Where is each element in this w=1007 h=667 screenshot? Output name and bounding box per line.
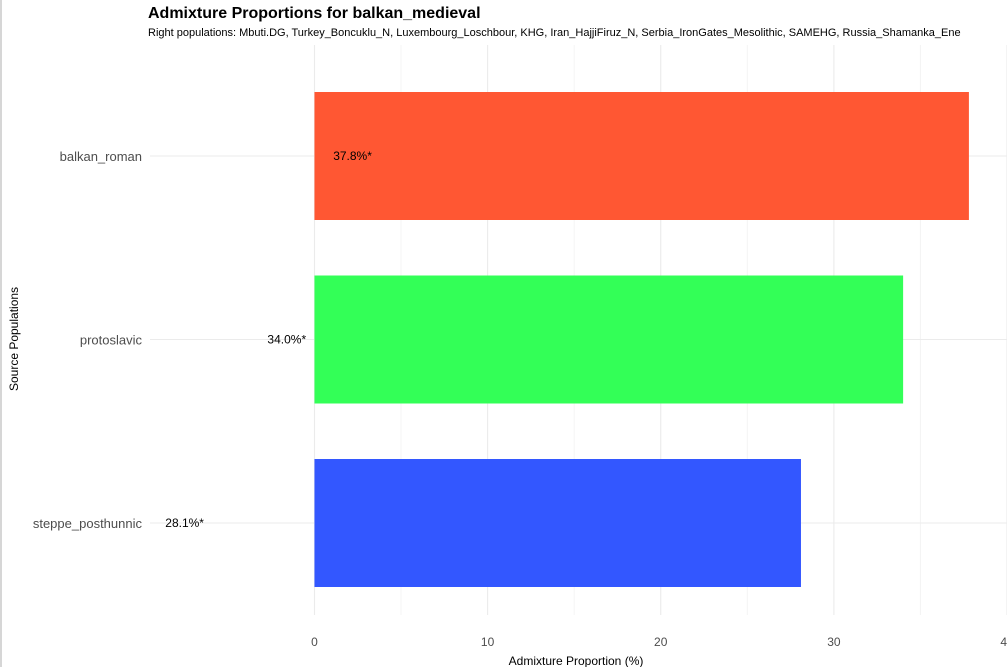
x-tick-label: 30 bbox=[827, 635, 841, 649]
y-tick-label: protoslavic bbox=[80, 333, 143, 348]
bar-balkan_roman bbox=[314, 92, 969, 220]
data-label: 28.1%* bbox=[165, 516, 204, 530]
y-tick-label: balkan_roman bbox=[60, 149, 142, 164]
x-tick-label: 0 bbox=[311, 635, 318, 649]
window-left-border bbox=[0, 0, 2, 667]
data-label: 34.0%* bbox=[267, 333, 306, 347]
y-tick-labels: balkan_roman protoslavic steppe_posthunnic bbox=[33, 149, 143, 531]
chart-subtitle: Right populations: Mbuti.DG, Turkey_Bonc… bbox=[148, 27, 961, 39]
y-axis-title: Source Populations bbox=[7, 287, 21, 391]
y-tick-label: steppe_posthunnic bbox=[33, 516, 143, 531]
x-axis-title: Admixture Proportion (%) bbox=[509, 654, 644, 667]
x-tick-label: 20 bbox=[654, 635, 668, 649]
x-tick-label: 10 bbox=[481, 635, 495, 649]
data-labels: 37.8%* 34.0%* 28.1%* bbox=[165, 149, 372, 530]
chart-title: Admixture Proportions for balkan_medieva… bbox=[148, 5, 481, 22]
x-tick-label: 40 bbox=[1000, 635, 1007, 649]
bar-steppe_posthunnic bbox=[314, 459, 801, 587]
data-label: 37.8%* bbox=[333, 149, 372, 163]
x-tick-labels: 0 10 20 30 40 bbox=[311, 635, 1007, 649]
bar-protoslavic bbox=[314, 275, 904, 404]
bars bbox=[314, 92, 969, 587]
